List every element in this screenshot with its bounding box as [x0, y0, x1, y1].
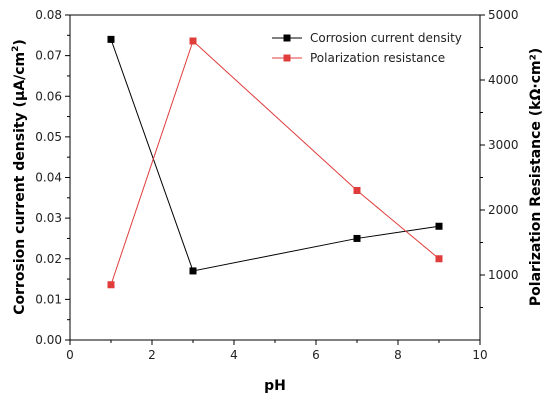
data-point-polarization-resistance [435, 255, 443, 263]
left-tick-label: 0.08 [35, 8, 62, 22]
series-line-polarization-resistance [110, 40, 440, 285]
right-tick-label: 5000 [488, 8, 519, 22]
left-axis-ticks: 0.00 0.01 0.02 0.03 0.04 0.05 0.06 0.07 0.08 [35, 8, 70, 347]
left-tick-label: 0.04 [35, 171, 62, 185]
right-axis-title: Polarization Resistance (kΩ·cm²) [528, 48, 544, 306]
left-tick-label: 0.06 [35, 89, 62, 103]
left-axis-title-end: ) [12, 39, 28, 45]
legend-marker-corrosion-current-density [283, 34, 291, 42]
series-line-corrosion-current-density [110, 39, 440, 272]
right-tick-label: 2000 [488, 203, 519, 217]
x-tick-label: 10 [472, 348, 487, 362]
x-axis-ticks: 0 2 4 6 8 10 [66, 340, 488, 362]
left-axis-title-superscript: 2 [11, 46, 21, 52]
x-tick-label: 8 [394, 348, 402, 362]
x-tick-label: 2 [148, 348, 156, 362]
right-axis-ticks: 1000 2000 3000 4000 5000 [480, 8, 519, 308]
left-axis-title-main: Corrosion current density (μA/cm [12, 52, 28, 315]
left-tick-label: 0.02 [35, 252, 62, 266]
left-tick-label: 0.07 [35, 49, 62, 63]
data-point-polarization-resistance [189, 37, 197, 45]
data-point-corrosion-current-density [435, 222, 443, 230]
legend-marker-polarization-resistance [283, 54, 291, 62]
data-point-corrosion-current-density [353, 234, 361, 242]
data-point-corrosion-current-density [107, 35, 115, 43]
right-tick-label: 3000 [488, 138, 519, 152]
data-point-corrosion-current-density [189, 267, 197, 275]
x-tick-label: 0 [66, 348, 74, 362]
left-tick-label: 0.05 [35, 130, 62, 144]
x-tick-label: 4 [230, 348, 238, 362]
x-tick-label: 6 [312, 348, 320, 362]
left-tick-label: 0.01 [35, 292, 62, 306]
series-layer [107, 35, 443, 289]
data-point-polarization-resistance [353, 187, 361, 194]
data-point-polarization-resistance [107, 281, 115, 289]
legend: Corrosion current density Polarization re… [272, 31, 462, 65]
legend-label-polarization-resistance: Polarization resistance [310, 51, 445, 65]
left-tick-label: 0.00 [35, 333, 62, 347]
x-axis-title: pH [264, 378, 286, 394]
right-tick-label: 1000 [488, 268, 519, 282]
left-axis-title: Corrosion current density (μA/cm2) [11, 39, 28, 315]
right-tick-label: 4000 [488, 73, 519, 87]
left-tick-label: 0.03 [35, 211, 62, 225]
legend-label-corrosion-current-density: Corrosion current density [310, 31, 462, 45]
